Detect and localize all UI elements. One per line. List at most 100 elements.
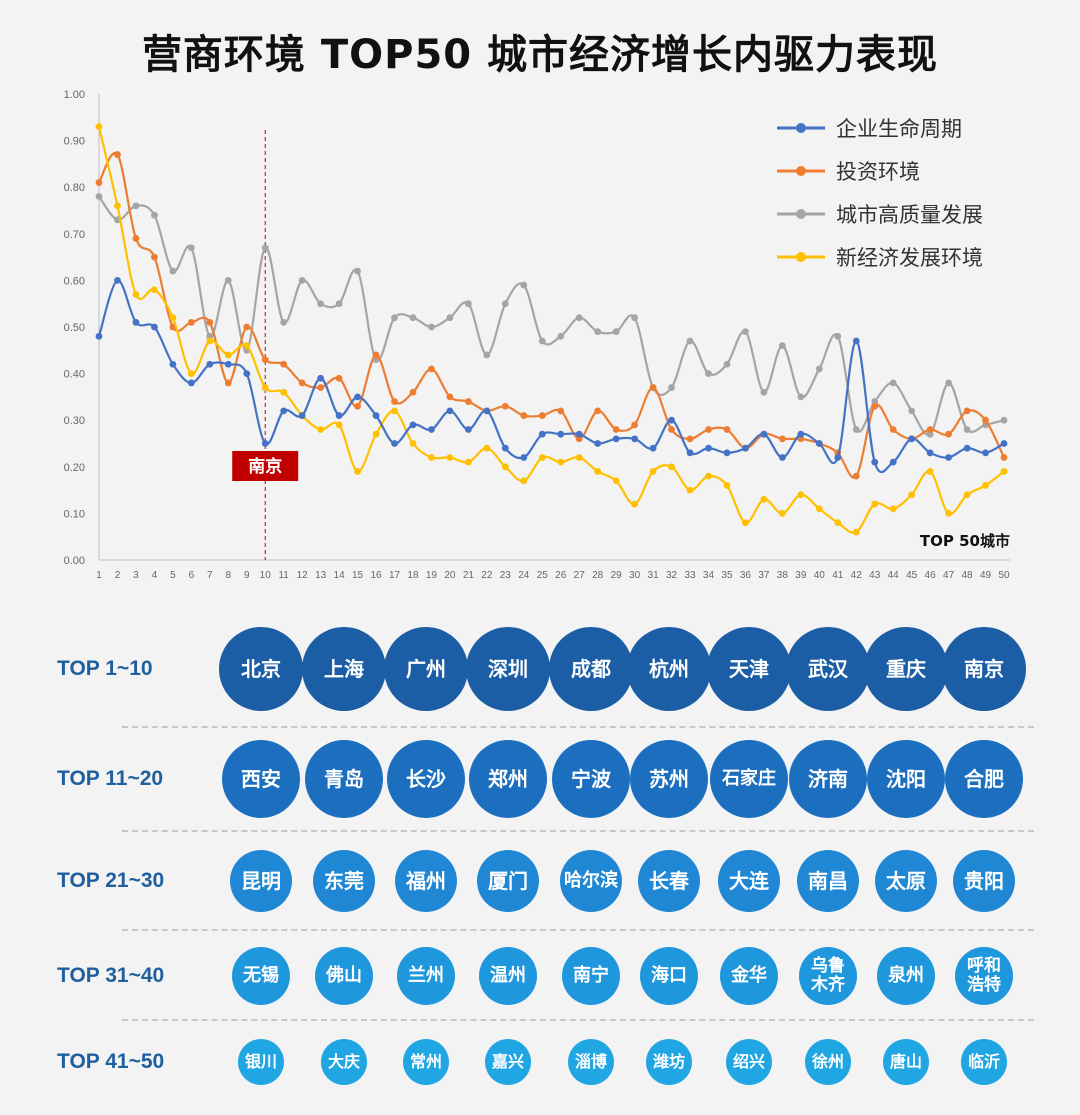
data-point <box>575 435 583 443</box>
data-point <box>815 505 823 513</box>
data-point <box>483 407 491 415</box>
x-tick-label: 35 <box>721 570 733 581</box>
data-point <box>797 491 805 499</box>
data-point <box>686 337 694 345</box>
legend-label: 企业生命周期 <box>836 117 962 141</box>
data-point <box>778 342 786 350</box>
y-tick-label: 0.70 <box>64 229 85 241</box>
city-bubble: 苏州 <box>630 740 708 818</box>
data-point <box>132 290 140 298</box>
data-point <box>428 426 435 433</box>
data-point <box>354 393 361 401</box>
data-point <box>778 454 786 461</box>
data-point <box>908 435 916 443</box>
city-bubble: 武汉 <box>786 627 870 711</box>
x-tick-label: 8 <box>226 570 232 581</box>
data-point <box>557 407 565 415</box>
data-point <box>631 500 639 508</box>
data-point <box>686 486 694 494</box>
data-point <box>594 328 602 336</box>
city-bubble: 西安 <box>222 740 300 818</box>
legend-label: 投资环境 <box>836 160 920 184</box>
data-point <box>243 342 251 350</box>
data-point <box>834 454 842 461</box>
data-point <box>428 454 435 461</box>
x-tick-label: 4 <box>152 570 158 581</box>
data-point <box>317 384 325 391</box>
city-bubble: 北京 <box>219 627 303 711</box>
x-tick-label: 15 <box>352 570 364 581</box>
data-point <box>464 300 472 308</box>
data-point <box>760 388 768 396</box>
data-point <box>557 332 565 340</box>
data-point <box>852 472 860 480</box>
data-point <box>945 379 952 387</box>
data-point <box>335 300 343 308</box>
tier-divider <box>122 726 1034 728</box>
data-point <box>280 318 288 326</box>
x-tick-label: 2 <box>115 570 121 581</box>
data-point <box>95 193 103 200</box>
data-point <box>95 123 103 131</box>
data-point <box>945 454 952 461</box>
x-tick-label: 18 <box>407 570 419 581</box>
data-point <box>446 454 454 461</box>
data-point <box>889 379 897 387</box>
series-line-2 <box>98 195 1005 436</box>
tier-label: TOP 21~30 <box>57 869 165 892</box>
city-bubble: 广州 <box>384 627 468 711</box>
data-point <box>409 421 417 429</box>
data-point <box>834 519 842 527</box>
data-point <box>908 407 916 415</box>
x-tick-label: 21 <box>463 570 475 581</box>
data-point <box>501 444 509 452</box>
data-point <box>575 314 583 322</box>
city-bubble: 杭州 <box>627 627 711 711</box>
data-point <box>391 440 398 447</box>
x-tick-label: 1 <box>96 570 102 581</box>
x-tick-label: 24 <box>518 570 530 581</box>
y-tick-label: 0.40 <box>64 369 85 381</box>
data-point <box>871 402 879 410</box>
data-point <box>335 412 343 419</box>
data-point <box>372 351 380 359</box>
city-bubble: 大庆 <box>321 1039 367 1085</box>
data-point <box>464 458 472 466</box>
data-point <box>945 510 952 517</box>
data-point <box>483 351 491 359</box>
data-point <box>317 374 325 382</box>
data-point <box>686 449 694 457</box>
x-tick-label: 36 <box>740 570 752 581</box>
city-bubble: 兰州 <box>397 947 455 1005</box>
legend-marker <box>796 209 806 219</box>
data-point <box>982 449 989 457</box>
x-tick-label: 50 <box>998 570 1010 581</box>
data-point <box>742 519 749 527</box>
tier-label: TOP 11~20 <box>57 767 164 790</box>
data-point <box>982 482 989 489</box>
data-point <box>132 202 140 210</box>
data-point <box>926 449 934 457</box>
x-tick-label: 42 <box>851 570 863 581</box>
x-tick-label: 19 <box>426 570 438 581</box>
x-tick-label: 10 <box>260 570 272 581</box>
x-tick-label: 31 <box>648 570 660 581</box>
data-point <box>982 416 989 424</box>
data-point <box>852 426 860 433</box>
city-bubble: 温州 <box>479 947 537 1005</box>
x-axis-note: TOP 50城市 <box>920 532 1010 550</box>
data-point <box>963 426 971 433</box>
city-bubble: 长沙 <box>387 740 465 818</box>
x-tick-label: 38 <box>777 570 789 581</box>
data-point <box>298 412 306 419</box>
x-tick-label: 34 <box>703 570 715 581</box>
data-point <box>778 435 786 443</box>
y-tick-label: 0.60 <box>64 275 85 287</box>
y-tick-label: 0.20 <box>64 462 85 474</box>
city-bubble: 东莞 <box>313 850 375 912</box>
data-point <box>298 379 306 387</box>
data-point <box>963 407 971 415</box>
data-point <box>187 379 195 387</box>
data-point <box>391 407 398 415</box>
series-line-1 <box>98 151 1005 479</box>
